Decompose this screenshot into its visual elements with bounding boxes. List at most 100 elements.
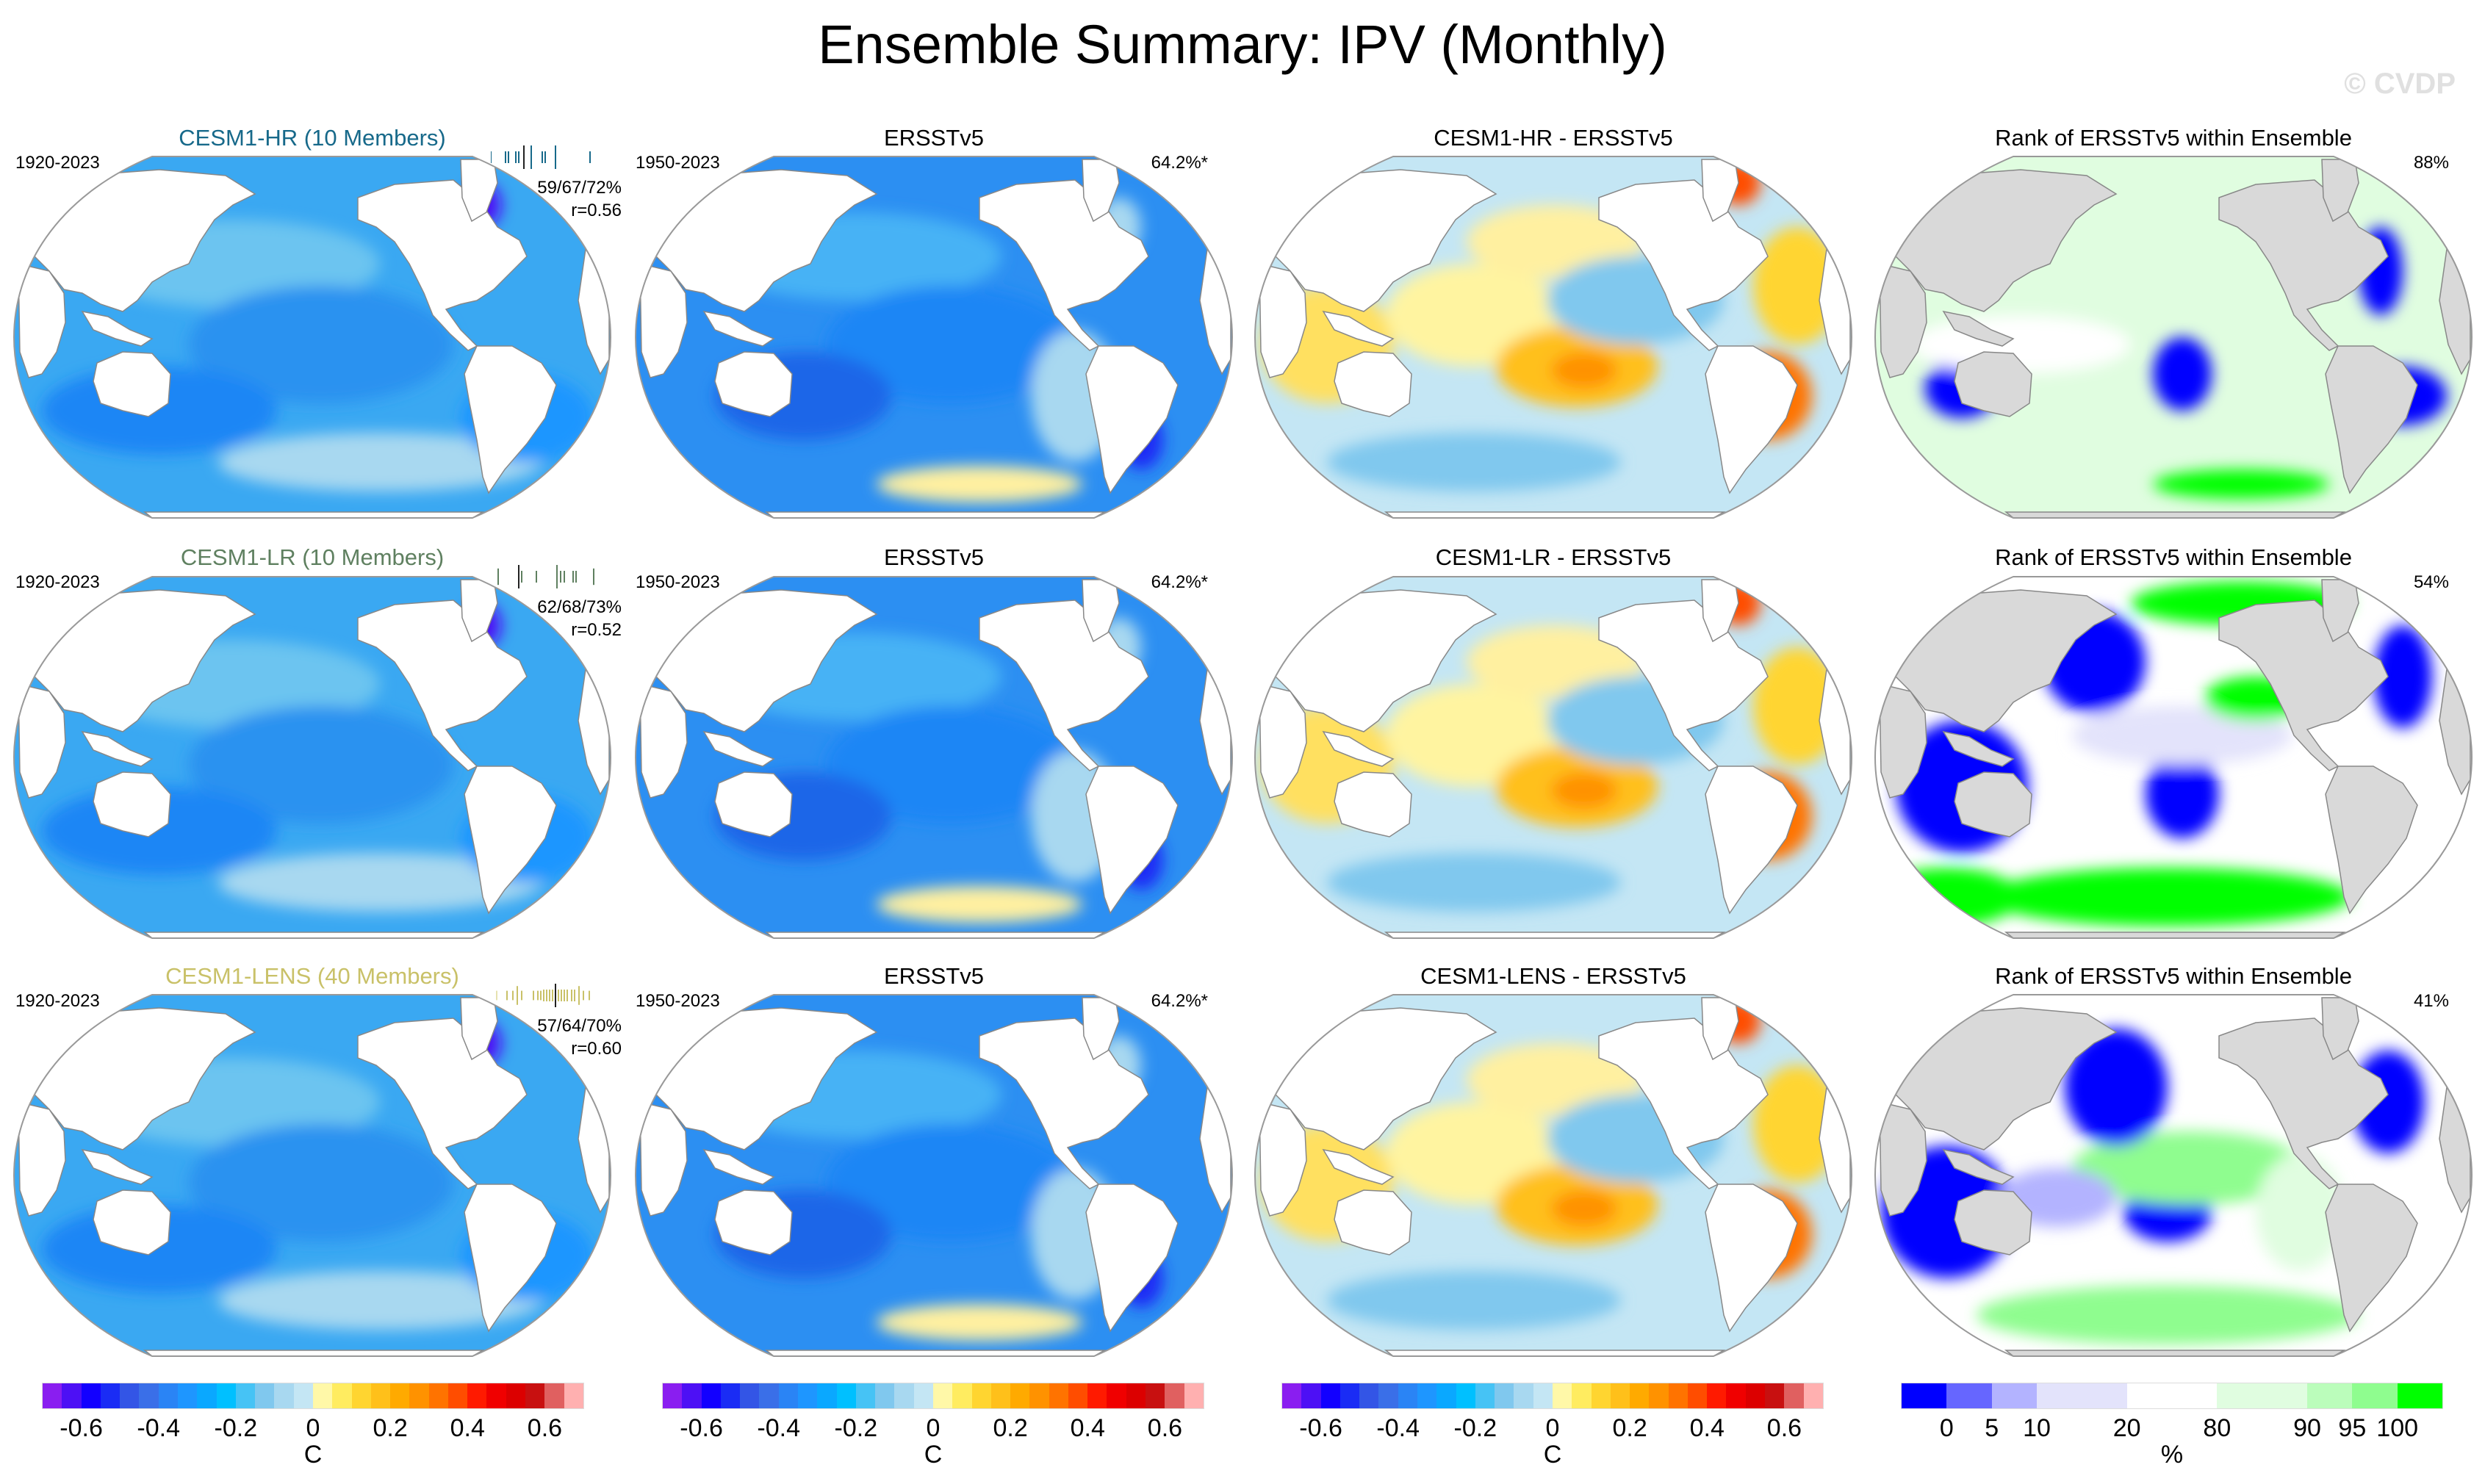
ocean-field — [14, 995, 611, 1356]
colorbar-swatch — [120, 1383, 140, 1408]
anomaly-patch — [2072, 1131, 2307, 1205]
colorbar-tick-label: -0.2 — [1453, 1414, 1497, 1442]
colorbar-swatch — [1552, 1383, 1572, 1408]
land-australia — [714, 771, 793, 838]
map-outline — [1254, 994, 1853, 1357]
colorbar-swatch — [1803, 1383, 1823, 1408]
colorbar-swatch — [2126, 1383, 2218, 1408]
colorbar-tick-label: 80 — [2203, 1414, 2232, 1442]
colorbar-swatch — [2036, 1383, 2127, 1408]
land-eurasia — [19, 589, 256, 732]
colorbar-unit-label: C — [1543, 1441, 1562, 1469]
colorbar-swatch — [2352, 1383, 2398, 1408]
obs-map — [634, 994, 1234, 1357]
land-maritime-se-asia — [1322, 730, 1395, 767]
land-australia — [1954, 351, 2032, 417]
pattern-stats: 62/68/73% — [537, 597, 622, 617]
land-antarctica — [764, 1350, 1107, 1356]
colorbar-swatch — [43, 1383, 62, 1408]
land-south-america — [464, 1184, 557, 1333]
colorbar-tick-label: -0.2 — [214, 1414, 258, 1442]
colorbar-swatch — [1591, 1383, 1611, 1408]
land-north-america — [979, 599, 1149, 771]
colorbar-swatch — [1320, 1383, 1340, 1408]
land-africa-west — [1879, 683, 1927, 799]
model-period: 1920-2023 — [15, 153, 100, 173]
colorbar-swatch — [312, 1383, 333, 1408]
land-maritime-se-asia — [81, 310, 154, 347]
land-australia — [93, 771, 171, 838]
land-south-america — [2325, 1184, 2418, 1333]
colorbar-tick-label: 20 — [2112, 1414, 2141, 1442]
colorbar-tick-label: 0 — [926, 1414, 941, 1442]
rank-map — [1874, 576, 2473, 939]
ocean-field — [14, 156, 611, 518]
colorbar-swatch — [1991, 1383, 2037, 1408]
land-south-america — [1705, 1184, 1798, 1333]
anomaly-patch — [218, 1271, 542, 1330]
model-map — [12, 994, 612, 1357]
anomaly-patch — [2373, 625, 2432, 728]
colorbar-swatch — [293, 1383, 313, 1408]
colorbar-tick-label: 95 — [2338, 1414, 2367, 1442]
land-maritime-se-asia — [1942, 730, 2015, 767]
difference-map — [1254, 994, 1853, 1357]
land-africa-west — [1259, 263, 1307, 378]
land-eurasia — [641, 589, 878, 732]
colorbar-tick-label: 0.4 — [1689, 1414, 1725, 1442]
colorbar-swatch — [682, 1383, 702, 1408]
land-africa-west — [18, 263, 66, 378]
rank-title: Rank of ERSSTv5 within Ensemble — [1995, 544, 2352, 570]
rank-colorbar — [1901, 1383, 2443, 1409]
colorbar-unit-label: C — [303, 1441, 323, 1469]
colorbar-swatch — [467, 1383, 487, 1408]
land-australia — [1954, 771, 2032, 838]
obs-percent-variance: 64.2%* — [1151, 572, 1208, 592]
colorbar-swatch — [797, 1383, 818, 1408]
colorbar-swatch — [740, 1383, 760, 1408]
colorbar-swatch — [1146, 1383, 1165, 1408]
anomaly-patch — [825, 1124, 1075, 1242]
land-north-america — [1598, 599, 1769, 771]
member-spread-ticks — [497, 565, 594, 588]
colorbar-swatch — [409, 1383, 429, 1408]
colorbar-swatch — [1010, 1383, 1030, 1408]
map-outline — [634, 156, 1234, 519]
colorbar-tick-label: 0 — [1939, 1414, 1954, 1442]
land-antarctica — [1384, 932, 1726, 938]
colorbar-swatch — [1398, 1383, 1417, 1408]
colorbar-swatch — [1417, 1383, 1437, 1408]
ocean-field — [1255, 995, 1852, 1356]
anomaly-patch — [877, 1304, 1082, 1341]
temp-colorbar — [662, 1383, 1204, 1409]
land-south-america — [1705, 766, 1798, 915]
colorbar-swatch — [158, 1383, 178, 1408]
ocean-field — [1255, 577, 1852, 938]
land-antarctica — [1384, 1350, 1726, 1356]
model-map — [12, 156, 612, 519]
colorbar-swatch — [1049, 1383, 1068, 1408]
land-eurasia — [1880, 169, 2118, 312]
land-australia — [93, 1189, 171, 1256]
model-title: CESM1-LR (10 Members) — [180, 544, 445, 570]
difference-map — [1254, 576, 1853, 939]
land-australia — [714, 351, 793, 417]
colorbar-swatch — [759, 1383, 779, 1408]
colorbar-swatch — [952, 1383, 972, 1408]
anomaly-patch — [1467, 1043, 1643, 1117]
model-title: CESM1-HR (10 Members) — [179, 125, 446, 151]
colorbar-swatch — [1068, 1383, 1088, 1408]
obs-period: 1950-2023 — [636, 153, 720, 173]
anomaly-patch — [1984, 868, 2351, 926]
land-antarctica — [2004, 932, 2346, 938]
colorbar-swatch — [1687, 1383, 1708, 1408]
obs-map — [634, 156, 1234, 519]
colorbar-swatch — [62, 1383, 82, 1408]
land-antarctica — [2004, 511, 2346, 518]
colorbar-swatch — [1359, 1383, 1379, 1408]
anomaly-patch — [2065, 1029, 2168, 1146]
land-eurasia — [641, 169, 878, 312]
colorbar-swatch — [1707, 1383, 1727, 1408]
colorbar-swatch — [506, 1383, 526, 1408]
colorbar-swatch — [1946, 1383, 1992, 1408]
